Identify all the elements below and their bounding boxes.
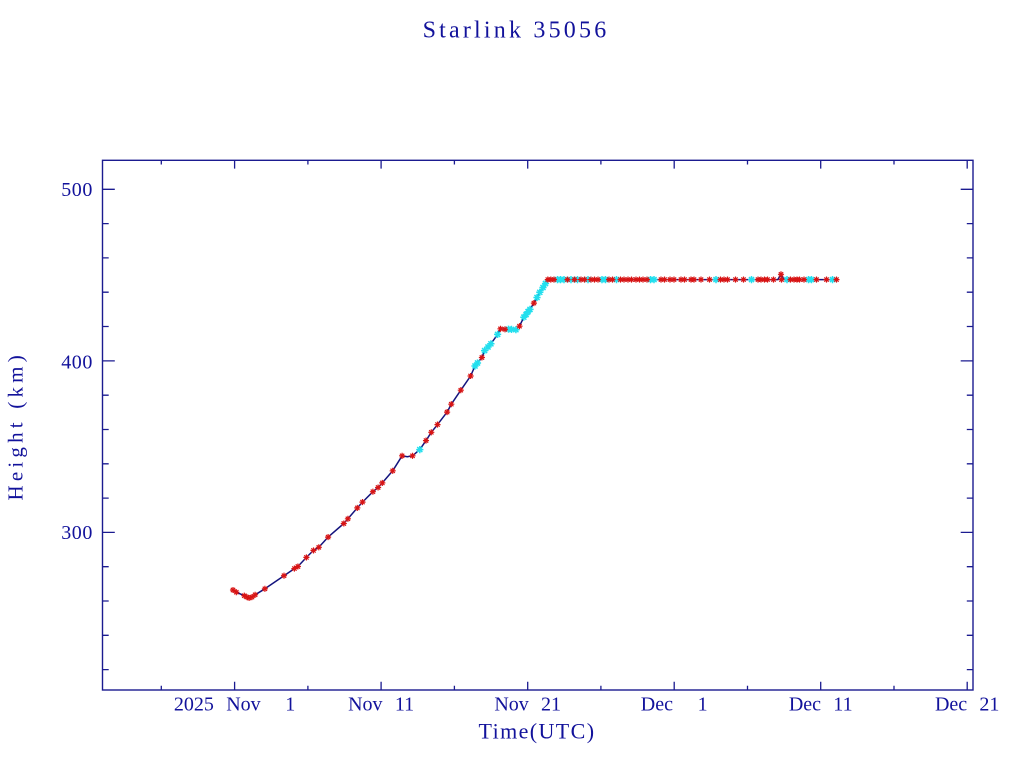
svg-text:Dec 21: Dec 21 xyxy=(935,694,1000,716)
svg-text:Dec 1: Dec 1 xyxy=(641,694,708,716)
svg-text:2025 Nov 1: 2025 Nov 1 xyxy=(174,694,295,716)
svg-text:Nov 11: Nov 11 xyxy=(348,694,414,716)
svg-text:300: 300 xyxy=(61,522,93,544)
svg-text:Dec 11: Dec 11 xyxy=(789,694,853,716)
svg-text:Height (km): Height (km) xyxy=(4,351,28,500)
svg-text:Nov 21: Nov 21 xyxy=(494,694,561,716)
svg-text:Time(UTC): Time(UTC) xyxy=(479,719,596,744)
svg-text:Starlink 35056: Starlink 35056 xyxy=(423,18,610,44)
svg-text:400: 400 xyxy=(61,351,93,373)
svg-text:500: 500 xyxy=(61,179,93,201)
